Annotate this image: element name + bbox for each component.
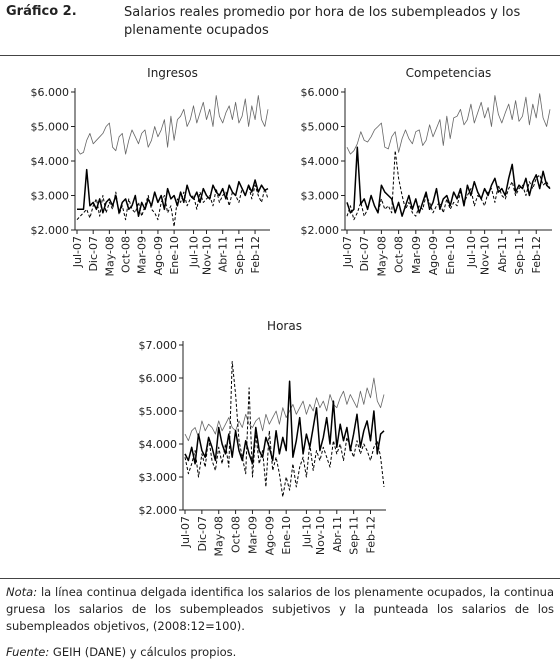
x-tick-label: Nov-10 (314, 516, 327, 555)
x-tick-label: Mar-09 (136, 236, 149, 274)
x-tick-label: Sep-11 (233, 236, 246, 275)
source: Fuente: GEIH (DANE) y cálculos propios. (6, 645, 236, 659)
x-tick-label: Feb-12 (365, 516, 378, 553)
x-tick-label: Sep-11 (348, 516, 361, 555)
rule-top (0, 55, 560, 56)
x-tick-label: Dic-07 (358, 236, 371, 272)
x-tick-label: Oct-08 (230, 516, 243, 553)
x-tick-label: Ene-10 (280, 516, 293, 555)
x-tick-label: Ago-09 (152, 236, 165, 275)
y-tick-label: $6.000 (31, 86, 70, 99)
x-tick-label: May-08 (213, 516, 226, 557)
x-tick-label: Ene-10 (444, 236, 457, 275)
y-tick-label: $5.000 (31, 121, 70, 134)
chart-title: Competencias (406, 66, 492, 80)
x-tick-label: Dic-07 (196, 516, 209, 552)
y-tick-label: $3.000 (139, 471, 178, 484)
series-line (77, 168, 269, 217)
note: Nota: la línea continua delgada identifi… (6, 584, 554, 635)
series-line (184, 377, 385, 442)
x-tick-label: Ago-09 (427, 236, 440, 275)
x-tick-label: Ago-09 (263, 516, 276, 555)
x-tick-label: Jul-10 (300, 516, 313, 548)
y-tick-label: $4.000 (139, 438, 178, 451)
series-line (346, 150, 551, 221)
series-line (346, 93, 551, 155)
rule-bottom (0, 578, 560, 579)
x-tick-label: Nov-10 (479, 236, 492, 275)
y-tick-label: $2.000 (301, 224, 340, 237)
x-tick-label: Jul-07 (71, 236, 84, 268)
x-tick-label: Feb-12 (530, 236, 543, 273)
y-tick-label: $5.000 (139, 405, 178, 418)
x-tick-label: Abr-11 (217, 236, 230, 272)
y-tick-label: $4.000 (31, 155, 70, 168)
y-tick-label: $3.000 (31, 190, 70, 203)
x-tick-label: May-08 (103, 236, 116, 277)
y-tick-label: $3.000 (301, 190, 340, 203)
source-label: Fuente: (6, 645, 50, 659)
series-line (76, 184, 269, 228)
x-tick-label: Abr-11 (331, 516, 344, 552)
note-label: Nota: (6, 585, 38, 599)
x-tick-label: Nov-10 (200, 236, 213, 275)
x-tick-label: Mar-09 (246, 516, 259, 554)
x-tick-label: Mar-09 (410, 236, 423, 274)
chart-title: Horas (267, 319, 302, 333)
y-tick-label: $2.000 (31, 224, 70, 237)
series-line (184, 361, 385, 498)
y-tick-label: $4.000 (301, 155, 340, 168)
y-tick-label: $7.000 (139, 339, 178, 352)
y-tick-label: $2.000 (139, 504, 178, 517)
x-tick-label: Oct-08 (393, 236, 406, 273)
x-tick-label: Jul-10 (465, 236, 478, 268)
y-tick-label: $5.000 (301, 121, 340, 134)
x-tick-label: May-08 (375, 236, 388, 277)
series-line (346, 146, 551, 217)
series-line (76, 95, 269, 155)
series-line (184, 380, 385, 465)
x-tick-label: Abr-11 (496, 236, 509, 272)
x-tick-label: Sep-11 (513, 236, 526, 275)
y-tick-label: $6.000 (139, 372, 178, 385)
x-tick-label: Jul-10 (188, 236, 201, 268)
y-tick-label: $6.000 (301, 86, 340, 99)
x-tick-label: Feb-12 (249, 236, 262, 273)
figure-label: Gráfico 2. (6, 4, 77, 19)
x-tick-label: Dic-07 (87, 236, 100, 272)
chart-title: Ingresos (147, 66, 198, 80)
x-tick-label: Ene-10 (168, 236, 181, 275)
note-text: la línea continua delgada identifica los… (6, 585, 554, 633)
source-text: GEIH (DANE) y cálculos propios. (52, 645, 237, 659)
x-tick-label: Jul-07 (341, 236, 354, 268)
x-tick-label: Jul-07 (179, 516, 192, 548)
figure-title: Salarios reales promedio por hora de los… (124, 5, 521, 38)
x-tick-label: Oct-08 (120, 236, 133, 273)
